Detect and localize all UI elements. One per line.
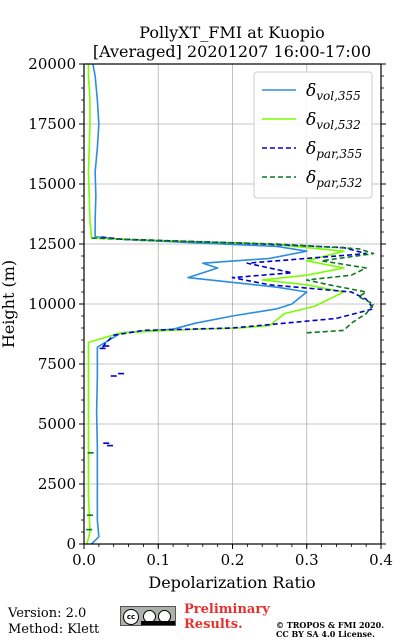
x-tick-label-3: 0.3 [295, 551, 319, 569]
depolarization-chart: PollyXT_FMI at Kuopio [Averaged] 2020120… [0, 23, 393, 592]
y-tick-label-2: 5000 [38, 415, 76, 433]
y-tick-label-4: 10000 [28, 295, 76, 313]
cc-icon: cc [123, 609, 139, 625]
y-axis-label: Height (m) [0, 260, 18, 348]
copyright-label: © TROPOS & FMI 2020. [276, 620, 385, 630]
y-tick-label-7: 17500 [28, 115, 76, 133]
version-label: Version: 2.0 [8, 606, 87, 621]
y-tick-label-6: 15000 [28, 175, 76, 193]
series-line-0 [90, 63, 308, 545]
legend-box [253, 71, 373, 199]
x-tick-label-1: 0.1 [146, 551, 170, 569]
method-label: Method: Klett [8, 622, 100, 637]
y-tick-label-1: 2500 [38, 475, 76, 493]
x-tick-label-4: 0.4 [369, 551, 393, 569]
axes: 0.0 0.1 0.2 0.3 0.4 0 2500 5000 7500 10000 12500 15… [28, 55, 393, 569]
results-label: Results. [184, 617, 243, 632]
series-line-3 [91, 237, 375, 334]
chart-title: PollyXT_FMI at Kuopio [139, 23, 325, 42]
x-tick-label-2: 0.2 [221, 551, 245, 569]
y-tick-label-3: 7500 [38, 355, 76, 373]
y-tick-label-8: 20000 [28, 55, 76, 73]
y-tick-label-0: 0 [66, 535, 76, 553]
series-layer [86, 63, 375, 545]
preliminary-label: Preliminary [184, 602, 270, 617]
badge-strip [141, 621, 175, 625]
series-line-1 [86, 64, 345, 545]
cc-license-badge: cc [120, 606, 176, 626]
y-tick-label-5: 12500 [28, 235, 76, 253]
x-axis-label: Depolarization Ratio [148, 573, 315, 592]
license-label: CC BY SA 4.0 License. [276, 629, 375, 639]
chart-subtitle: [Averaged] 20201207 16:00-17:00 [93, 42, 371, 61]
x-tick-label-0: 0.0 [72, 551, 96, 569]
